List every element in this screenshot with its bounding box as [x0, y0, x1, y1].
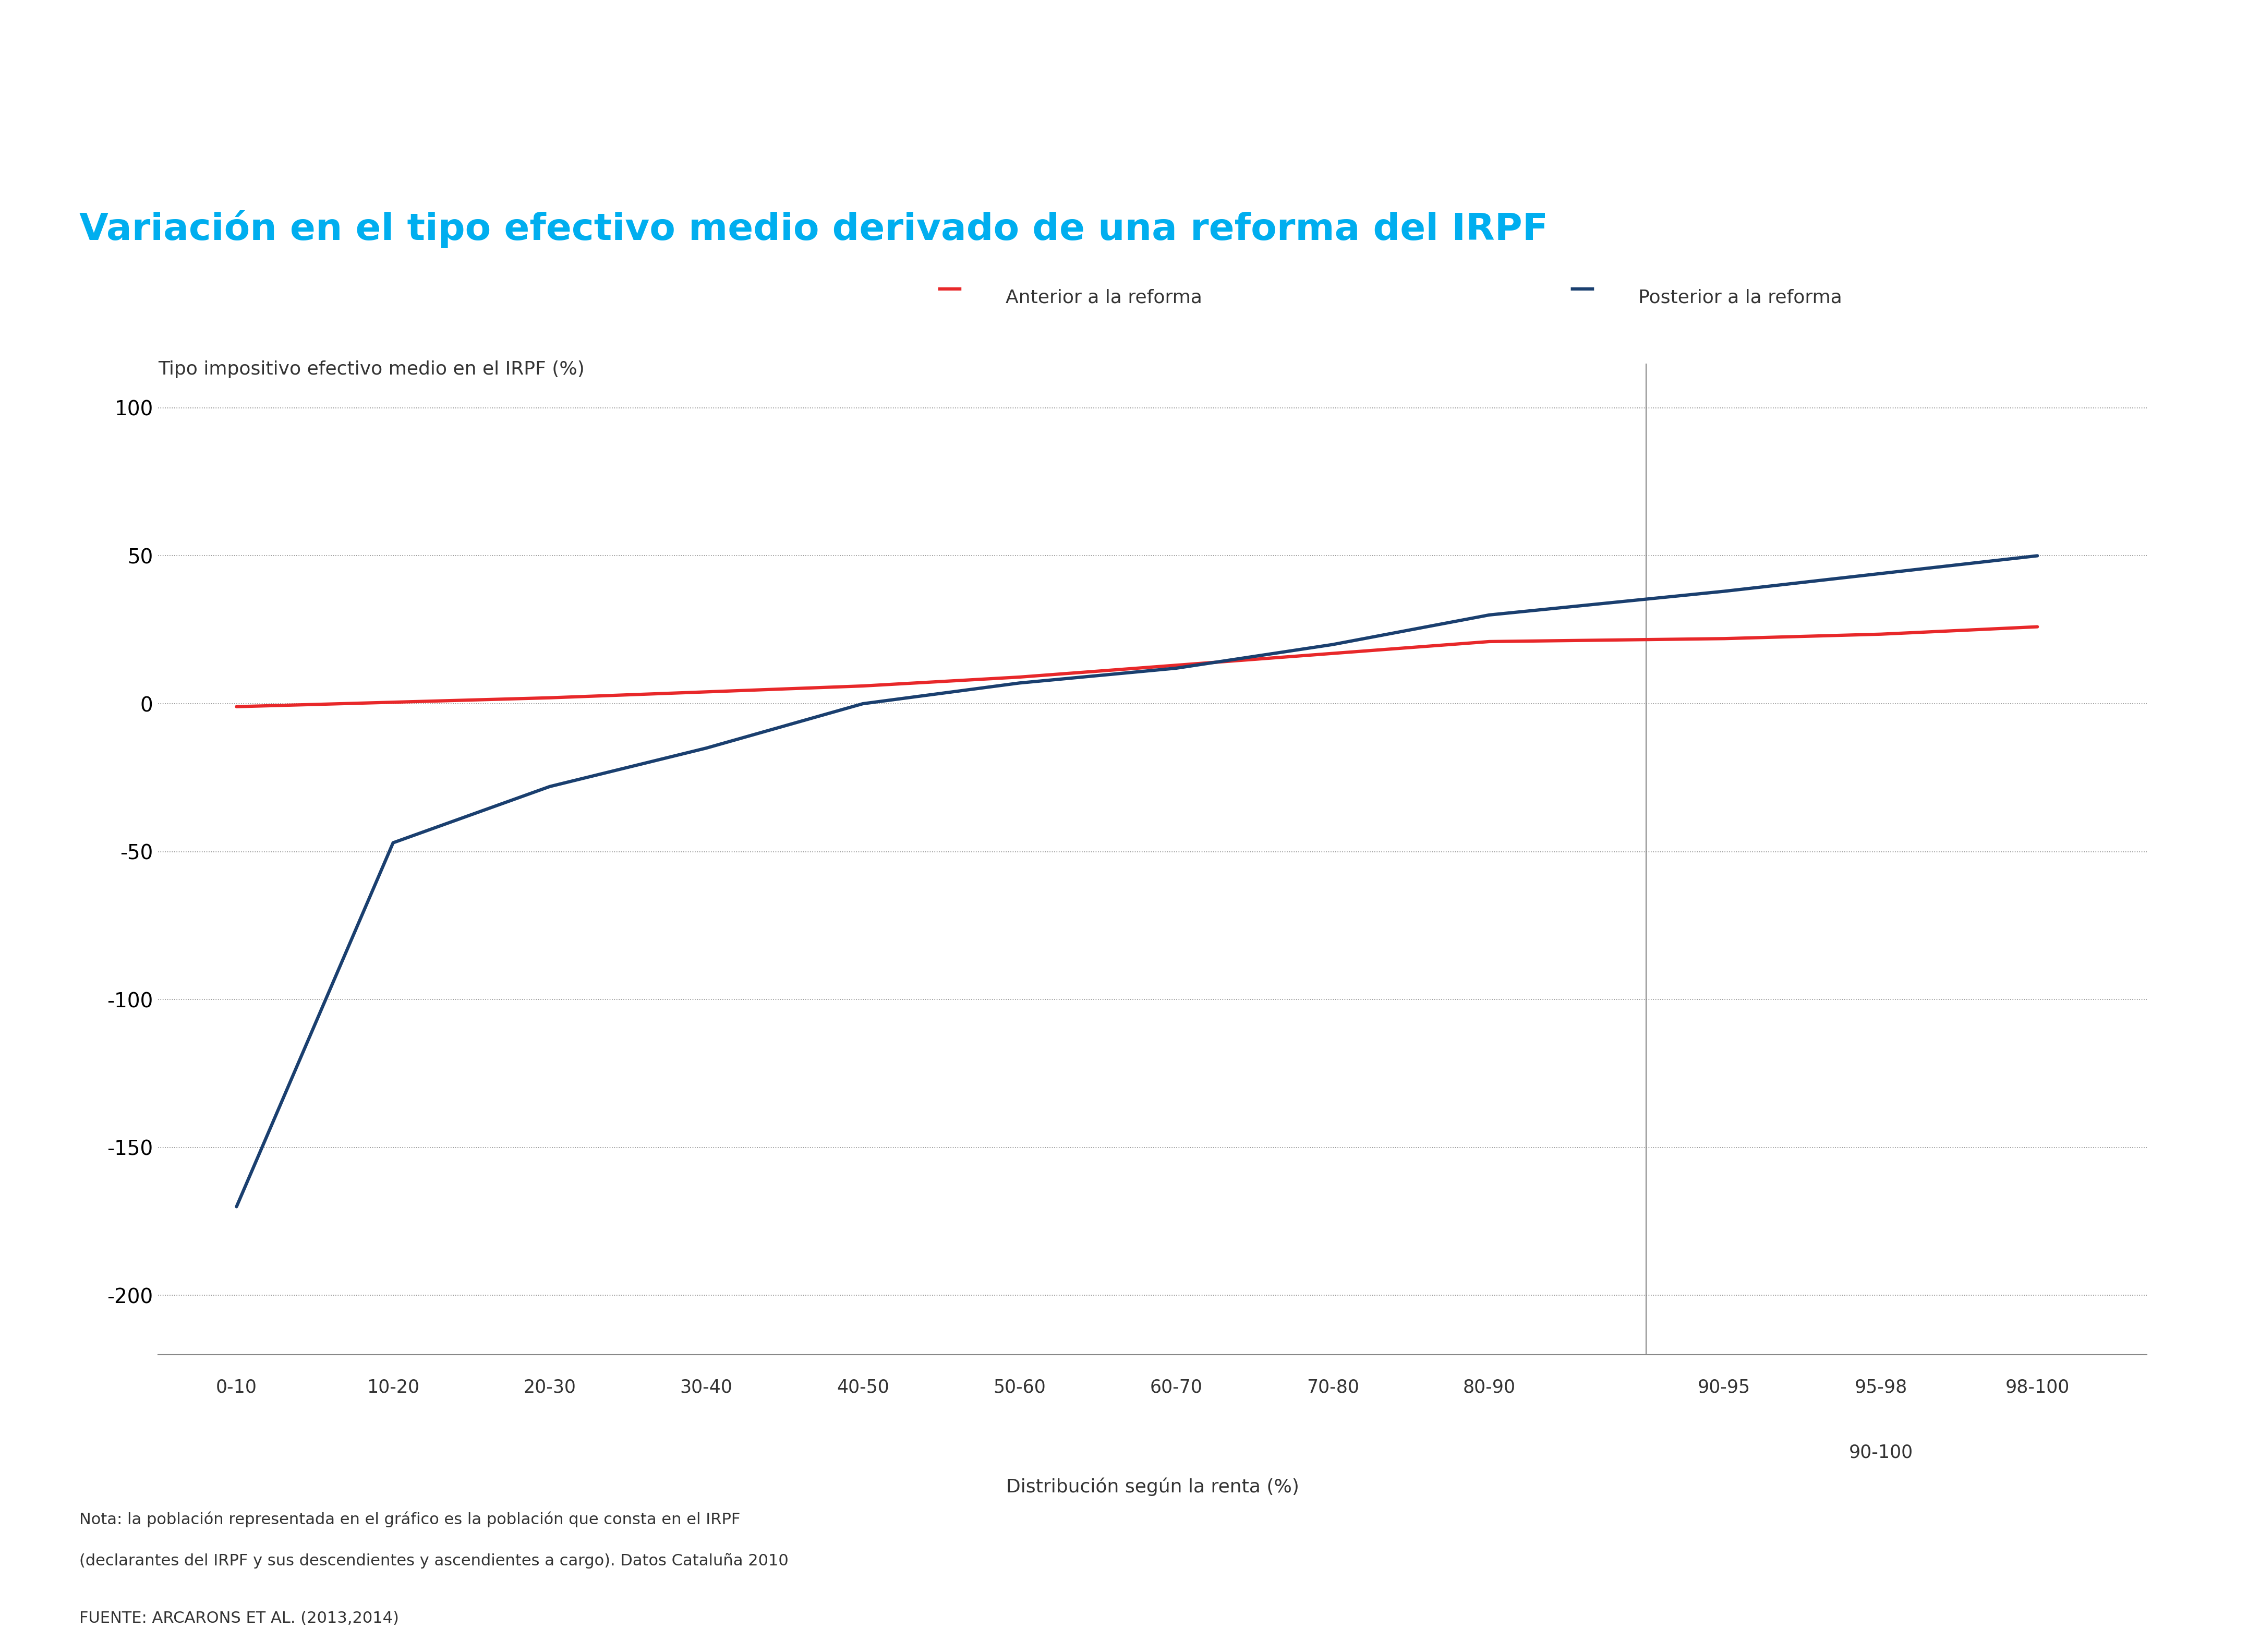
Text: 50-60: 50-60 [992, 1378, 1046, 1396]
Text: 60-70: 60-70 [1150, 1378, 1202, 1396]
Text: 0-10: 0-10 [217, 1378, 258, 1396]
Text: Tipo impositivo efectivo medio en el IRPF (%): Tipo impositivo efectivo medio en el IRP… [158, 360, 585, 378]
Text: Posterior a la reforma: Posterior a la reforma [1638, 289, 1842, 306]
Text: 30-40: 30-40 [680, 1378, 732, 1396]
Text: 10-20: 10-20 [366, 1378, 420, 1396]
Text: Distribución según la renta (%): Distribución según la renta (%) [1006, 1477, 1299, 1497]
Text: —: — [1568, 276, 1596, 302]
Text: 80-90: 80-90 [1462, 1378, 1516, 1396]
Text: 40-50: 40-50 [836, 1378, 888, 1396]
Text: FUENTE: ARCARONS ET AL. (2013,2014): FUENTE: ARCARONS ET AL. (2013,2014) [79, 1611, 398, 1626]
Text: 20-30: 20-30 [524, 1378, 576, 1396]
Text: Nota: la población representada en el gráfico es la población que consta en el I: Nota: la población representada en el gr… [79, 1512, 739, 1528]
Text: (declarantes del IRPF y sus descendientes y ascendientes a cargo). Datos Cataluñ: (declarantes del IRPF y sus descendiente… [79, 1553, 789, 1568]
Text: 70-80: 70-80 [1306, 1378, 1358, 1396]
Text: Anterior a la reforma: Anterior a la reforma [1006, 289, 1202, 306]
Text: —: — [936, 276, 963, 302]
Text: 90-95: 90-95 [1697, 1378, 1752, 1396]
Text: 95-98: 95-98 [1855, 1378, 1907, 1396]
Text: 98-100: 98-100 [2005, 1378, 2070, 1396]
Text: Variación en el tipo efectivo medio derivado de una reforma del IRPF: Variación en el tipo efectivo medio deri… [79, 210, 1548, 248]
Text: 90-100: 90-100 [1849, 1444, 1912, 1460]
